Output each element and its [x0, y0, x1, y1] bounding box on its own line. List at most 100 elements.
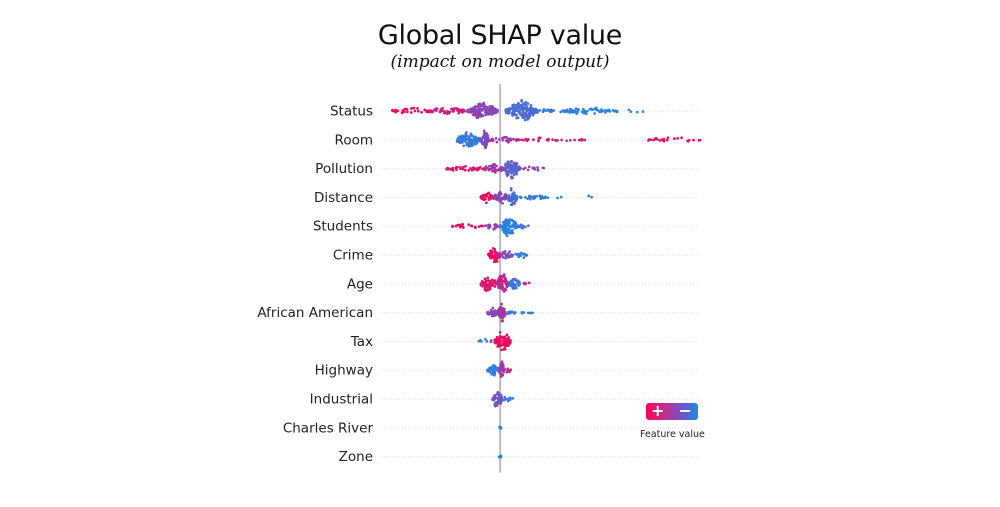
data-point — [501, 365, 505, 368]
data-point — [497, 138, 501, 141]
data-point — [508, 218, 512, 221]
plus-icon: + — [651, 401, 665, 420]
data-point — [479, 340, 483, 343]
data-point — [448, 110, 452, 114]
data-point — [500, 360, 504, 363]
data-point — [481, 140, 485, 144]
data-point — [692, 138, 695, 142]
data-point — [492, 162, 496, 166]
data-point — [457, 111, 460, 115]
data-point — [501, 316, 504, 320]
data-point — [504, 139, 508, 143]
data-point — [515, 162, 519, 166]
data-point — [493, 254, 497, 258]
data-point — [445, 112, 449, 116]
feature-label-students: Students — [313, 219, 373, 235]
data-point — [488, 280, 492, 283]
data-point — [450, 107, 453, 111]
feature-label-distance: Distance — [314, 190, 373, 206]
data-point — [490, 311, 493, 314]
data-point — [454, 224, 458, 228]
data-point — [559, 195, 563, 199]
data-point — [498, 196, 501, 200]
data-point — [460, 224, 464, 228]
feature-label-highway: Highway — [315, 363, 373, 379]
data-point — [496, 109, 499, 112]
data-point — [506, 140, 510, 144]
data-point — [526, 137, 530, 141]
data-point — [542, 109, 545, 113]
data-point — [501, 335, 505, 339]
data-point — [503, 368, 507, 371]
feature-points-age — [479, 273, 531, 293]
data-point — [446, 110, 449, 113]
data-point — [517, 110, 521, 114]
data-point — [511, 310, 514, 314]
data-point — [493, 366, 497, 370]
data-point — [526, 107, 530, 111]
data-point — [485, 283, 488, 287]
data-point — [551, 138, 554, 141]
data-point — [525, 105, 529, 109]
data-point — [486, 134, 490, 138]
legend: + − Feature value — [640, 401, 705, 440]
data-point — [502, 168, 505, 172]
data-point — [502, 398, 506, 402]
data-point — [505, 340, 509, 344]
data-point — [507, 165, 510, 169]
data-point — [490, 113, 494, 116]
data-point — [456, 137, 460, 140]
data-point — [495, 341, 499, 345]
data-point — [519, 105, 523, 108]
data-point — [500, 274, 504, 278]
data-point — [505, 174, 509, 177]
data-points — [391, 98, 702, 459]
data-point — [487, 226, 490, 230]
data-point — [472, 113, 475, 117]
data-point — [508, 370, 511, 374]
data-point — [593, 112, 596, 115]
feature-value-colorbar: + − — [646, 401, 698, 420]
data-point — [522, 256, 526, 259]
data-point — [513, 198, 517, 201]
data-point — [474, 105, 478, 108]
data-point — [527, 194, 531, 198]
feature-points-tax — [477, 331, 512, 352]
data-point — [439, 108, 443, 112]
data-point — [487, 252, 491, 256]
data-point — [594, 106, 598, 110]
data-point — [462, 108, 465, 112]
data-point — [508, 339, 511, 342]
data-point — [423, 108, 427, 112]
data-point — [519, 167, 522, 170]
data-point — [547, 137, 550, 141]
data-point — [506, 367, 510, 371]
data-point — [506, 196, 510, 200]
data-point — [471, 134, 474, 138]
data-point — [498, 331, 502, 334]
data-point — [513, 200, 517, 204]
feature-label-status: Status — [330, 104, 373, 120]
data-point — [542, 196, 545, 200]
data-point — [505, 370, 509, 374]
data-point — [501, 369, 505, 373]
data-point — [505, 333, 509, 337]
data-point — [510, 176, 514, 180]
data-point — [491, 370, 495, 373]
data-point — [513, 311, 517, 314]
feature-points-distance — [479, 186, 594, 207]
data-point — [500, 302, 503, 306]
data-point — [429, 110, 433, 113]
data-point — [496, 252, 500, 256]
data-point — [583, 138, 587, 142]
data-point — [499, 223, 502, 227]
data-point — [410, 107, 413, 110]
data-point — [467, 169, 470, 172]
data-point — [479, 115, 483, 118]
data-point — [508, 250, 512, 253]
data-point — [585, 109, 589, 113]
data-point — [627, 108, 631, 112]
data-point — [491, 281, 495, 284]
data-point — [488, 139, 492, 143]
data-point — [569, 111, 573, 114]
